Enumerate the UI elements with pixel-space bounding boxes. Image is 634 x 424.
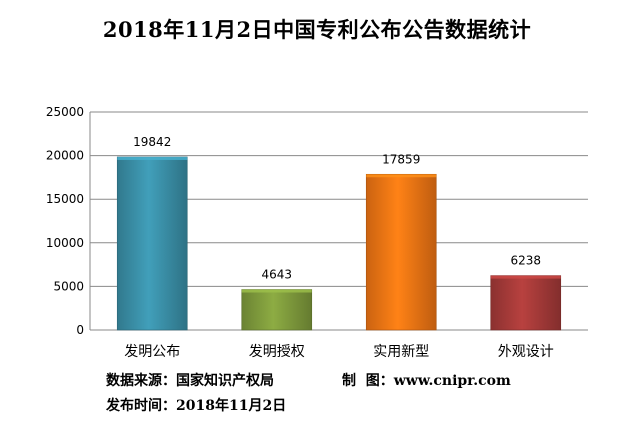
y-tick-label: 15000 xyxy=(46,192,84,206)
bar-4 xyxy=(490,275,562,331)
data-label: 6238 xyxy=(510,254,541,268)
data-label: 4643 xyxy=(261,268,292,282)
maker-label: 制 图： xyxy=(342,373,394,389)
y-tick-label: 20000 xyxy=(46,149,84,163)
bar-top-highlight xyxy=(490,275,561,279)
category-label: 实用新型 xyxy=(373,344,429,360)
category-label: 外观设计 xyxy=(498,344,554,360)
footer-date: 发布时间：2018年11月2日 xyxy=(106,395,286,415)
y-tick-label: 0 xyxy=(76,323,84,337)
maker-value: www.cnipr.com xyxy=(393,373,511,389)
footer-maker: 制 图：www.cnipr.com xyxy=(342,370,511,390)
bar-top-highlight xyxy=(366,174,437,178)
bar-top-highlight xyxy=(241,289,312,293)
bar-top-highlight xyxy=(117,156,188,160)
y-tick-label: 10000 xyxy=(46,236,84,250)
bar-3 xyxy=(365,173,437,331)
bar-layer xyxy=(116,156,562,331)
bar-1 xyxy=(116,156,188,331)
chart-title: 2018年11月2日中国专利公布公告数据统计 xyxy=(102,17,532,42)
source-label: 数据来源： xyxy=(106,373,176,389)
bar-chart: 0 5000 10000 15000 20000 25000 19842 发明公布 4643 发明… xyxy=(46,105,588,360)
y-tick-label: 5000 xyxy=(53,279,84,293)
category-label: 发明授权 xyxy=(249,344,305,360)
data-label: 17859 xyxy=(382,152,420,166)
bar-2 xyxy=(241,289,313,331)
data-label: 19842 xyxy=(133,135,171,149)
category-label: 发明公布 xyxy=(124,344,180,360)
y-tick-label: 25000 xyxy=(46,105,84,119)
label-layer: 0 5000 10000 15000 20000 25000 19842 发明公布 4643 发明… xyxy=(46,105,554,360)
source-value: 国家知识产权局 xyxy=(176,373,274,389)
date-value: 2018年11月2日 xyxy=(176,398,287,414)
footer-source: 数据来源：国家知识产权局 xyxy=(106,370,274,390)
date-label: 发布时间： xyxy=(106,398,176,414)
